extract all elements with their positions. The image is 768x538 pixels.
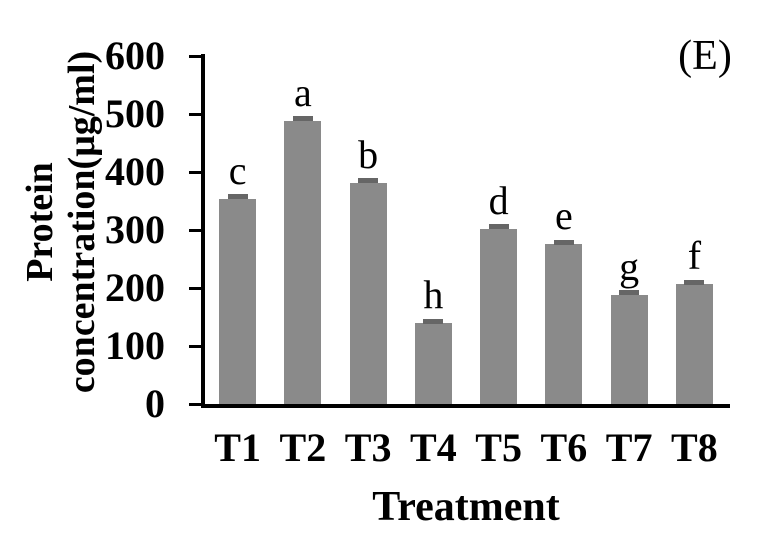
- x-axis-line: [201, 404, 730, 408]
- x-tick-label-t5: T5: [475, 425, 522, 470]
- significance-letter-t3: b: [358, 132, 379, 178]
- x-tick-label-t1: T1: [214, 425, 261, 470]
- bar-t4: [414, 323, 452, 404]
- bar-t1: [219, 199, 257, 404]
- error-bar-cap-t7: [619, 290, 640, 296]
- x-tick-label-t7: T7: [605, 425, 653, 470]
- significance-letter-t7: g: [619, 243, 640, 289]
- significance-letter-t4: h: [423, 272, 444, 318]
- bar-t8: [675, 283, 713, 404]
- bar-t2: [284, 120, 322, 404]
- bar-t7: [610, 294, 648, 404]
- y-tick-mark-600: [189, 54, 203, 58]
- error-bar-cap-t6: [553, 239, 574, 245]
- y-tick-label-400: 400: [105, 149, 165, 194]
- y-tick-label-600: 600: [105, 33, 165, 78]
- y-tick-label-0: 0: [145, 381, 165, 426]
- y-tick-label-300: 300: [105, 207, 165, 252]
- error-bar-cap-t5: [488, 223, 509, 229]
- x-tick-label-t2: T2: [279, 425, 327, 470]
- error-bar-cap-t8: [684, 279, 705, 285]
- significance-letter-t8: f: [687, 232, 702, 278]
- bar-t5: [480, 228, 518, 404]
- y-tick-mark-400: [189, 170, 203, 174]
- x-tick-label-t8: T8: [671, 425, 718, 470]
- panel-label: (E): [678, 33, 732, 79]
- y-tick-mark-300: [189, 228, 203, 232]
- significance-letter-t1: c: [228, 148, 247, 194]
- y-tick-label-100: 100: [105, 323, 165, 368]
- y-axis-line: [201, 54, 205, 408]
- bar-t3: [349, 183, 387, 404]
- x-tick-label-t3: T3: [344, 425, 392, 470]
- error-bar-cap-t1: [227, 194, 248, 200]
- x-tick-label-t4: T4: [410, 425, 457, 470]
- significance-letter-t2: a: [293, 69, 312, 115]
- error-bar-cap-t3: [358, 178, 379, 184]
- y-tick-mark-0: [189, 402, 203, 406]
- bar-t6: [545, 243, 583, 404]
- error-bar-cap-t2: [292, 116, 313, 122]
- y-tick-label-200: 200: [105, 265, 165, 310]
- significance-letter-t6: e: [554, 192, 573, 238]
- y-tick-mark-500: [189, 112, 203, 116]
- error-bar-cap-t4: [423, 319, 444, 325]
- significance-letter-t5: d: [488, 177, 509, 223]
- x-tick-label-t6: T6: [540, 425, 588, 470]
- x-axis-title: Treatment: [372, 484, 560, 530]
- y-tick-mark-200: [189, 286, 203, 290]
- y-tick-mark-100: [189, 344, 203, 348]
- y-tick-label-500: 500: [105, 91, 165, 136]
